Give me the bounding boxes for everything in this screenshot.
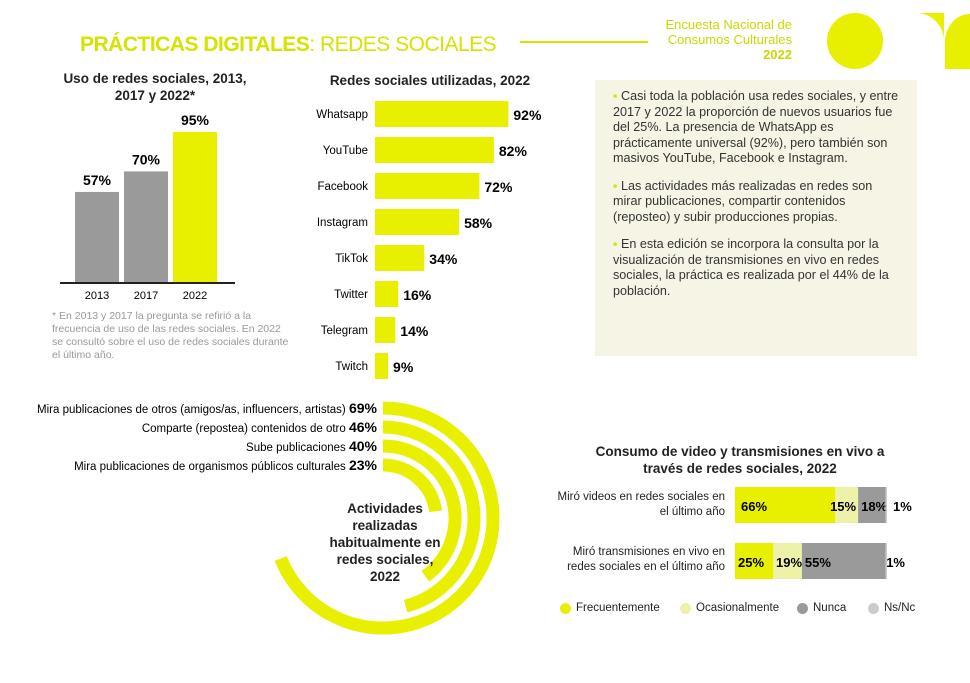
bullet: ▪ En esta edición se incorpora la consul… <box>613 237 889 298</box>
category-label: TikTok <box>335 253 368 265</box>
bar <box>375 317 396 343</box>
bar <box>375 137 494 163</box>
brand-logo-shapes <box>827 13 970 69</box>
bar <box>375 281 399 307</box>
stacked-segment <box>801 543 886 579</box>
category-label: Twitter <box>334 289 368 301</box>
legend-item: Nunca <box>797 602 846 614</box>
usage-bar-chart: 57% 2013 70% 2017 95% 2022 <box>60 112 235 302</box>
bar-value-label: 9% <box>393 359 414 375</box>
category-label: Telegram <box>321 325 368 337</box>
bar-value-label: 16% <box>403 287 432 303</box>
bar-value-label: 58% <box>464 215 493 231</box>
stacked-segment <box>835 487 859 523</box>
bar-value-label: 34% <box>429 251 458 267</box>
segment-value-label: 19% <box>776 555 802 570</box>
legend-swatch <box>560 602 571 614</box>
category-label: Instagram <box>317 217 368 229</box>
activities-radial-chart: Mira publicaciones de otros (amigos/as, … <box>37 400 500 635</box>
bar <box>124 171 168 282</box>
chart-title-activities: Actividades realizadas habitualmente en … <box>329 501 441 584</box>
legend-swatch <box>868 602 879 614</box>
summary-box: ▪ Casi toda la población usa redes socia… <box>595 80 917 356</box>
brand-text: Encuesta Nacional de Consumos Culturales 2… <box>665 17 792 62</box>
bar <box>75 191 119 282</box>
stacked-segment <box>735 487 836 523</box>
stacked-segment <box>858 487 886 523</box>
bar-value-label: 70% <box>132 151 161 167</box>
legend-item: Frecuentemente <box>560 602 660 614</box>
bullet: ▪ Las actividades más realizadas en rede… <box>613 178 873 224</box>
radial-bar <box>382 439 462 582</box>
bar-value-label: 92% <box>513 107 542 123</box>
footnote: * En 2013 y 2017 la pregunta se refirió … <box>52 310 289 361</box>
x-tick-label: 2022 <box>183 290 207 302</box>
bar <box>375 353 389 379</box>
stacked-segment <box>773 543 802 579</box>
category-label: Sube publicaciones 40% <box>246 438 378 454</box>
segment-value-label: 66% <box>741 499 767 514</box>
x-tick-label: 2013 <box>85 290 109 302</box>
radial-bar <box>274 401 500 635</box>
category-label: Comparte (repostea) contenidos de otro 4… <box>142 419 378 435</box>
bar-value-label: 95% <box>181 112 210 128</box>
bar-value-label: 82% <box>499 143 528 159</box>
row-label: Miró videos en redes sociales en el últi… <box>557 491 725 518</box>
legend-swatch <box>680 602 691 614</box>
segment-value-label: 25% <box>738 555 764 570</box>
row-label: Miró transmisiones en vivo en redes soci… <box>567 546 725 573</box>
x-tick-label: 2017 <box>134 290 158 302</box>
bullet: ▪ Casi toda la población usa redes socia… <box>613 89 899 165</box>
stacked-segment <box>885 487 887 523</box>
stacked-segment <box>885 543 887 579</box>
segment-value-label: 18% <box>861 499 887 514</box>
category-label: Mira publicaciones de organismos público… <box>74 457 377 473</box>
bar <box>173 131 217 282</box>
bar-value-label: 14% <box>400 323 429 339</box>
bar <box>375 209 460 235</box>
stacked-segment <box>735 543 773 579</box>
category-label: Facebook <box>317 181 368 193</box>
chart-title-networks: Redes sociales utilizadas, 2022 <box>329 73 531 88</box>
radial-bar <box>382 420 481 613</box>
networks-bar-chart: Whatsapp 92% YouTube 82% Facebook 72% Instagra… <box>316 101 542 379</box>
video-stacked-chart: 66% 15% 18% 1% 25% 19% 55% 1% <box>735 487 912 579</box>
segment-value-label: 1% <box>886 555 905 570</box>
category-label: Twitch <box>335 361 368 373</box>
bar <box>375 101 509 127</box>
radial-bar <box>382 458 443 513</box>
segment-value-label: 15% <box>830 499 856 514</box>
chart-title-video: Consumo de video y transmisiones en vivo… <box>595 444 885 476</box>
segment-value-label: 55% <box>805 555 831 570</box>
category-label: Mira publicaciones de otros (amigos/as, … <box>37 400 377 416</box>
bar-value-label: 72% <box>484 179 513 195</box>
bar-value-label: 57% <box>83 172 112 188</box>
x-axis <box>60 282 235 284</box>
bar <box>375 245 425 271</box>
legend-swatch <box>797 602 808 614</box>
segment-value-label: 1% <box>893 499 912 514</box>
legend-item: Ocasionalmente <box>680 602 779 614</box>
bar <box>375 173 480 199</box>
category-label: Whatsapp <box>316 109 368 121</box>
legend-item: Ns/Nc <box>868 602 915 614</box>
page-title: PRÁCTICAS DIGITALES: REDES SOCIALES <box>80 33 497 56</box>
category-label: YouTube <box>323 145 368 157</box>
chart-title-usage: Uso de redes sociales, 2013, 2017 y 2022… <box>63 71 247 103</box>
divider <box>520 41 648 43</box>
